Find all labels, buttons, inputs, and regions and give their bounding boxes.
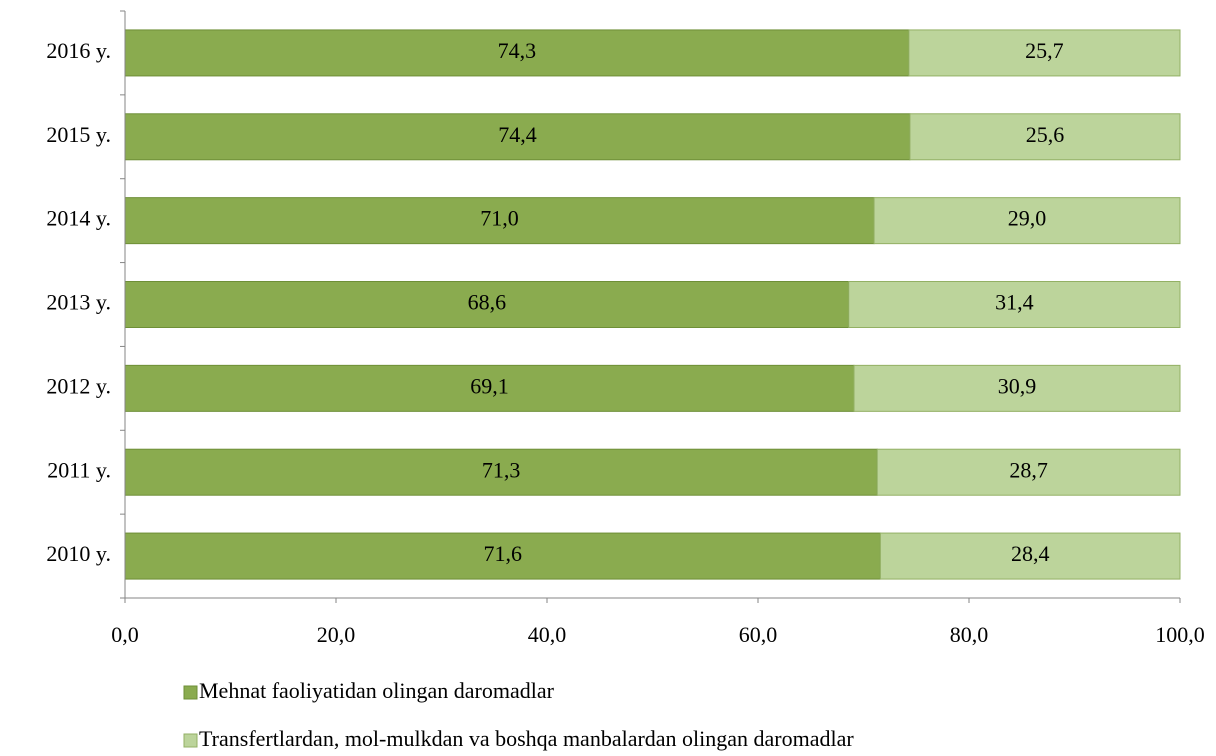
y-tick-label: 2015 y.: [46, 122, 111, 147]
data-label: 25,6: [1026, 122, 1065, 147]
data-label: 69,1: [470, 373, 509, 398]
y-tick-label: 2013 y.: [46, 290, 111, 315]
y-tick-label: 2012 y.: [46, 373, 111, 398]
data-label: 74,3: [498, 38, 537, 63]
y-tick-label: 2014 y.: [46, 206, 111, 231]
data-label: 28,4: [1011, 541, 1050, 566]
x-tick-label: 20,0: [317, 622, 356, 647]
data-label: 25,7: [1025, 38, 1064, 63]
data-label: 68,6: [468, 290, 507, 315]
bar-segment: [876, 448, 1181, 496]
bar-segment: [124, 532, 881, 580]
bar-segment: [848, 281, 1181, 328]
data-label: 74,4: [498, 122, 537, 147]
legend-swatch: [183, 685, 198, 700]
y-tick-label: 2010 y.: [46, 541, 111, 566]
y-tick-label: 2016 y.: [46, 38, 111, 63]
y-tick-label: 2011 y.: [47, 457, 111, 482]
x-tick-label: 0,0: [111, 622, 139, 647]
data-label: 28,7: [1009, 457, 1048, 482]
bar-segment: [879, 532, 1181, 580]
data-label: 71,3: [482, 457, 521, 482]
bar-segment: [873, 197, 1181, 245]
bar-segment: [124, 281, 850, 328]
data-label: 71,6: [483, 541, 522, 566]
legend-swatch: [183, 733, 198, 748]
data-label: 30,9: [998, 373, 1037, 398]
x-tick-label: 60,0: [739, 622, 778, 647]
x-tick-label: 80,0: [950, 622, 989, 647]
bar-segment: [909, 113, 1181, 161]
x-tick-label: 40,0: [528, 622, 567, 647]
bar-segment: [908, 29, 1181, 77]
data-label: 29,0: [1008, 206, 1047, 231]
legend-label: Mehnat faoliyatidan olingan daromadlar: [199, 678, 555, 703]
legend-label: Transfertlardan, mol-mulkdan va boshqa m…: [199, 726, 854, 751]
x-tick-label: 100,0: [1155, 622, 1205, 647]
bar-segment: [124, 29, 910, 77]
data-label: 31,4: [995, 290, 1034, 315]
bar-segment: [124, 197, 875, 245]
bar-segment: [124, 113, 911, 161]
data-label: 71,0: [480, 206, 519, 231]
bar-segment: [853, 364, 1181, 412]
